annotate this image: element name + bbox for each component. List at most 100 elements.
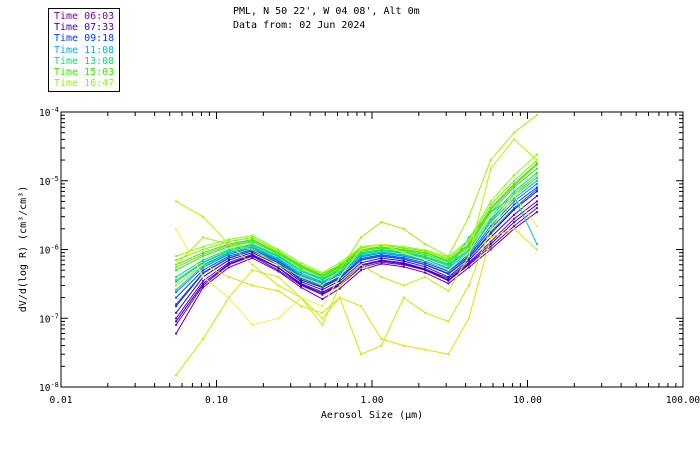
data-point: [300, 305, 303, 308]
data-point: [447, 279, 450, 281]
data-point: [467, 262, 470, 265]
data-point: [227, 249, 230, 252]
data-point: [175, 269, 178, 272]
data-point: [321, 317, 324, 320]
data-point: [175, 296, 178, 299]
legend-item: Time 16:47: [54, 78, 115, 90]
data-point: [535, 179, 538, 182]
data-point: [467, 243, 470, 246]
data-point: [447, 269, 450, 272]
data-point: [360, 269, 362, 272]
data-point: [489, 232, 492, 235]
data-point: [380, 246, 383, 249]
data-point: [447, 320, 450, 323]
data-point: [424, 250, 427, 253]
data-point: [489, 245, 492, 248]
data-point: [489, 243, 492, 246]
data-point: [251, 249, 254, 252]
series-1617: [175, 159, 538, 275]
data-point: [402, 227, 405, 230]
data-point: [535, 211, 538, 214]
data-point: [424, 253, 427, 256]
data-point: [380, 221, 383, 224]
data-point: [489, 240, 492, 243]
data-point: [360, 353, 362, 356]
data-point: [227, 244, 230, 247]
series-1917: [175, 195, 538, 326]
data-point: [402, 284, 405, 287]
data-point: [277, 250, 280, 252]
data-point: [321, 305, 324, 308]
data-point: [277, 269, 280, 272]
data-point: [535, 182, 538, 185]
chart-header: PML, N 50 22', W 04 08', Alt 0m Data fro…: [233, 5, 420, 33]
data-point: [202, 286, 205, 289]
data-point: [402, 265, 405, 268]
data-point: [321, 284, 324, 287]
series-1408: [175, 167, 538, 278]
data-point: [251, 243, 254, 246]
data-point: [535, 176, 538, 179]
data-point: [202, 284, 205, 287]
data-point: [535, 153, 538, 156]
data-point: [338, 284, 341, 287]
data-point: [300, 283, 303, 286]
data-point: [535, 174, 538, 177]
data-point: [251, 284, 254, 287]
data-point: [513, 227, 516, 230]
data-point: [360, 305, 362, 308]
data-point: [380, 344, 383, 347]
x-tick-label: 0.01: [50, 395, 73, 406]
data-point: [202, 248, 205, 251]
data-point: [402, 257, 405, 260]
data-point: [489, 217, 492, 220]
data-point: [202, 215, 205, 218]
data-point: [321, 291, 324, 294]
data-point: [535, 195, 538, 197]
data-point: [175, 303, 178, 306]
data-point: [402, 296, 405, 299]
data-point: [424, 261, 427, 264]
x-axis-label: Aerosol Size (µm): [321, 410, 423, 421]
data-point: [202, 263, 205, 266]
data-point: [513, 217, 516, 220]
data-point: [513, 195, 516, 197]
data-point: [447, 268, 450, 270]
legend-box: Time 06:03 Time 07:33 Time 09:18 Time 11…: [48, 8, 120, 92]
data-point: [251, 263, 254, 266]
data-point: [321, 275, 324, 278]
data-point: [202, 255, 205, 258]
data-point: [380, 261, 383, 264]
data-point: [227, 243, 230, 246]
series-layer: [175, 114, 538, 376]
data-point: [402, 247, 405, 249]
data-point: [402, 344, 405, 347]
data-point: [251, 239, 254, 242]
data-point: [202, 279, 205, 282]
data-point: [513, 200, 516, 203]
data-point: [202, 337, 205, 340]
data-point: [202, 253, 205, 256]
data-point: [489, 215, 492, 218]
data-point: [489, 159, 492, 162]
data-point: [447, 270, 450, 273]
data-point: [513, 208, 516, 211]
data-point: [535, 243, 538, 246]
data-point: [513, 197, 516, 200]
data-point: [227, 296, 230, 299]
data-point: [175, 227, 178, 230]
data-point: [424, 252, 427, 255]
data-point: [360, 252, 362, 255]
data-point: [277, 284, 280, 287]
data-point: [535, 163, 538, 166]
data-point: [447, 282, 450, 285]
data-point: [535, 248, 538, 251]
data-point: [489, 200, 492, 203]
data-point: [251, 234, 254, 237]
data-point: [467, 244, 470, 247]
data-point: [251, 240, 254, 243]
data-point: [277, 263, 280, 266]
data-point: [424, 243, 427, 246]
data-point: [513, 213, 516, 216]
data-point: [338, 273, 341, 275]
